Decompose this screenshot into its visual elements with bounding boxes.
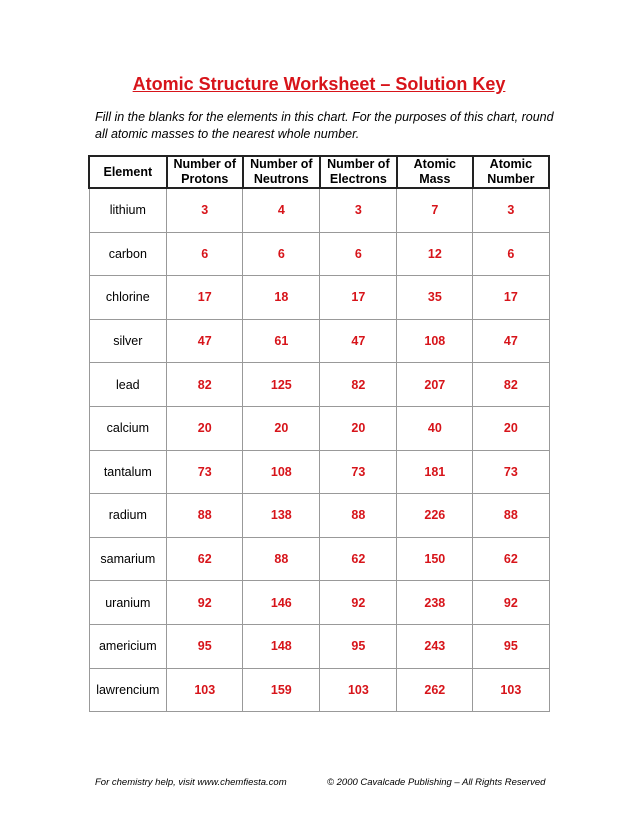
- value-cell: 125: [242, 362, 321, 407]
- table-row: uranium 92 146 92 238 92: [88, 580, 550, 625]
- table-header-row: Element Number of Protons Number of Neutro…: [88, 155, 551, 189]
- value-cell: 148: [242, 623, 321, 669]
- value-cell: 95: [166, 623, 244, 669]
- value-cell: 6: [319, 231, 398, 277]
- value-cell: 47: [319, 318, 398, 364]
- value-cell: 47: [166, 318, 244, 364]
- element-name-cell: lead: [88, 362, 168, 407]
- instructions: Fill in the blanks for the elements in t…: [95, 110, 554, 141]
- table-row: tantalum 73 108 73 181 73: [88, 449, 550, 495]
- value-cell: 20: [166, 405, 244, 451]
- element-name-cell: americium: [88, 623, 168, 669]
- value-cell: 103: [472, 667, 550, 713]
- value-cell: 73: [472, 449, 550, 495]
- value-cell: 108: [396, 318, 474, 364]
- element-name-cell: calcium: [88, 405, 168, 451]
- table-row: lead 82 125 82 207 82: [88, 362, 550, 407]
- value-cell: 238: [396, 580, 474, 625]
- column-header: Atomic Number: [471, 155, 551, 189]
- value-cell: 207: [396, 362, 474, 407]
- value-cell: 103: [319, 667, 398, 713]
- value-cell: 47: [472, 318, 550, 364]
- value-cell: 88: [166, 493, 244, 538]
- element-name-cell: lithium: [88, 187, 168, 233]
- value-cell: 92: [166, 580, 244, 625]
- value-cell: 17: [319, 275, 398, 320]
- value-cell: 7: [396, 187, 474, 233]
- value-cell: 62: [472, 536, 550, 582]
- value-cell: 243: [396, 623, 474, 669]
- element-name-cell: silver: [88, 318, 168, 364]
- value-cell: 82: [319, 362, 398, 407]
- footer-copyright: © 2000 Cavalcade Publishing – All Rights…: [327, 777, 546, 788]
- value-cell: 40: [396, 405, 474, 451]
- table-row: chlorine 17 18 17 35 17: [88, 275, 550, 320]
- value-cell: 3: [319, 187, 398, 233]
- value-cell: 146: [242, 580, 321, 625]
- table-row: calcium 20 20 20 40 20: [88, 405, 550, 451]
- column-header: Atomic Mass: [395, 155, 474, 189]
- table-row: radium 88 138 88 226 88: [88, 493, 550, 538]
- element-name-cell: radium: [88, 493, 168, 538]
- value-cell: 108: [242, 449, 321, 495]
- table-row: samarium 62 88 62 150 62: [88, 536, 550, 582]
- value-cell: 73: [319, 449, 398, 495]
- value-cell: 82: [472, 362, 550, 407]
- element-name-cell: tantalum: [88, 449, 168, 495]
- value-cell: 82: [166, 362, 244, 407]
- value-cell: 12: [396, 231, 474, 277]
- footer-help: For chemistry help, visit www.chemfiesta…: [95, 777, 287, 788]
- element-name-cell: carbon: [88, 231, 168, 277]
- value-cell: 6: [166, 231, 244, 277]
- column-header: Number of Protons: [165, 155, 244, 189]
- value-cell: 17: [166, 275, 244, 320]
- value-cell: 3: [472, 187, 550, 233]
- table-row: lawrencium 103 159 103 262 103: [88, 667, 550, 713]
- value-cell: 88: [242, 536, 321, 582]
- value-cell: 61: [242, 318, 321, 364]
- element-table: Element Number of Protons Number of Neutro…: [88, 155, 551, 713]
- column-header: Number of Electrons: [318, 155, 398, 189]
- value-cell: 181: [396, 449, 474, 495]
- value-cell: 95: [472, 623, 550, 669]
- value-cell: 92: [319, 580, 398, 625]
- value-cell: 103: [166, 667, 244, 713]
- element-name-cell: chlorine: [88, 275, 168, 320]
- value-cell: 6: [242, 231, 321, 277]
- value-cell: 20: [319, 405, 398, 451]
- value-cell: 150: [396, 536, 474, 582]
- value-cell: 18: [242, 275, 321, 320]
- value-cell: 62: [319, 536, 398, 582]
- table-row: lithium 3 4 3 7 3: [88, 187, 550, 233]
- value-cell: 159: [242, 667, 321, 713]
- element-name-cell: lawrencium: [88, 667, 168, 713]
- table-row: silver 47 61 47 108 47: [88, 318, 550, 364]
- value-cell: 95: [319, 623, 398, 669]
- column-header: Element: [88, 155, 168, 189]
- value-cell: 6: [472, 231, 550, 277]
- value-cell: 35: [396, 275, 474, 320]
- value-cell: 3: [166, 187, 244, 233]
- value-cell: 88: [472, 493, 550, 538]
- value-cell: 20: [472, 405, 550, 451]
- column-header: Number of Neutrons: [241, 155, 321, 189]
- value-cell: 62: [166, 536, 244, 582]
- element-name-cell: samarium: [88, 536, 168, 582]
- value-cell: 4: [242, 187, 321, 233]
- table-row: carbon 6 6 6 12 6: [88, 231, 550, 277]
- page-title: Atomic Structure Worksheet – Solution Ke…: [132, 74, 506, 94]
- value-cell: 88: [319, 493, 398, 538]
- value-cell: 138: [242, 493, 321, 538]
- value-cell: 17: [472, 275, 550, 320]
- value-cell: 20: [242, 405, 321, 451]
- value-cell: 226: [396, 493, 474, 538]
- value-cell: 262: [396, 667, 474, 713]
- value-cell: 92: [472, 580, 550, 625]
- element-name-cell: uranium: [88, 580, 168, 625]
- value-cell: 73: [166, 449, 244, 495]
- table-row: americium 95 148 95 243 95: [88, 623, 550, 669]
